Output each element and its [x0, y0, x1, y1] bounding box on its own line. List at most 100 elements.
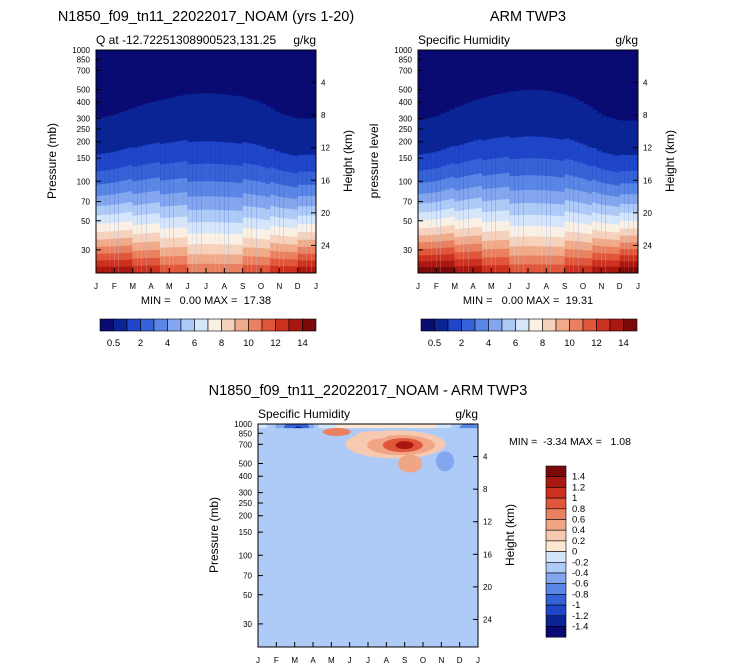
colorbar-box: [528, 318, 543, 332]
humidity-band: [123, 266, 129, 273]
colorbar-box: [167, 318, 182, 332]
colorbar-box: [126, 318, 141, 332]
humidity-band: [422, 267, 428, 273]
humidity-band: [256, 256, 262, 273]
humidity-band: [265, 257, 271, 273]
y2-tick-label: 24: [483, 615, 492, 624]
humidity-band: [463, 259, 470, 273]
humidity-band: [206, 263, 212, 273]
humidity-band: [633, 267, 638, 273]
humidity-band: [128, 259, 134, 273]
humidity-band: [573, 265, 580, 273]
colorbar-label: -0.6: [572, 579, 588, 590]
humidity-band: [431, 267, 437, 273]
humidity-band: [523, 264, 529, 273]
colorbar-difference: 1.41.210.80.60.40.20-0.2-0.4-0.6-0.8-1-1…: [545, 465, 588, 638]
panel-model-y2label: Height (km): [341, 130, 355, 192]
humidity-band: [482, 257, 488, 273]
humidity-band: [105, 260, 111, 273]
y-tick-label: 1000: [234, 420, 252, 429]
y2-tick-label: 8: [321, 111, 326, 120]
panel-model-title: N1850_f09_tn11_22022017_NOAM (yrs 1-20): [58, 9, 354, 25]
humidity-band: [518, 255, 525, 273]
x-tick-label: S: [562, 282, 567, 291]
colorbar-label: 10: [243, 338, 254, 349]
y-tick-label: 850: [77, 55, 91, 64]
x-tick-label: J: [526, 282, 530, 291]
y-tick-label: 300: [399, 115, 413, 124]
humidity-band: [560, 255, 566, 273]
y-tick-label: 400: [239, 472, 253, 481]
humidity-band: [219, 263, 225, 273]
x-tick-label: S: [402, 656, 407, 665]
y-tick-label: 700: [399, 66, 413, 75]
y2-tick-label: 20: [321, 209, 330, 218]
humidity-band: [528, 255, 534, 273]
humidity-band: [109, 266, 115, 273]
humidity-band: [450, 260, 456, 273]
x-tick-label: J: [508, 282, 512, 291]
colorbar-box: [194, 318, 209, 332]
y-tick-label: 200: [239, 512, 253, 521]
colorbar-box: [545, 487, 567, 499]
humidity-band: [463, 266, 470, 273]
colorbar-label: 2: [138, 338, 143, 349]
humidity-band: [482, 265, 488, 273]
humidity-band: [468, 259, 474, 273]
x-tick-label: M: [328, 656, 335, 665]
y2-tick-label: 16: [643, 176, 652, 185]
humidity-band: [123, 259, 129, 273]
colorbar-box: [113, 318, 128, 332]
panel-observed: ARM TWP3 Specific Humidity g/kg 30 50 70 10…: [367, 9, 677, 307]
x-tick-label: A: [222, 282, 228, 291]
colorbar-label: 0.8: [572, 504, 585, 515]
humidity-band: [610, 260, 616, 273]
x-tick-label: A: [470, 282, 476, 291]
humidity-band: [605, 266, 612, 273]
y2-tick-label: 24: [643, 241, 652, 250]
humidity-band: [178, 256, 184, 273]
humidity-band: [491, 265, 497, 273]
humidity-band: [509, 264, 515, 273]
colorbar-label: -1.2: [572, 611, 588, 622]
humidity-band: [206, 254, 212, 273]
humidity-band: [151, 257, 157, 273]
humidity-band: [109, 260, 115, 273]
y-tick-label: 70: [403, 198, 412, 207]
x-tick-label: F: [434, 282, 439, 291]
panel-observed-y2label: Height (km): [663, 130, 677, 192]
colorbar-box: [461, 318, 476, 332]
y2-tick-label: 4: [643, 79, 648, 88]
humidity-band: [583, 258, 589, 273]
humidity-band: [583, 265, 589, 273]
y-tick-label: 300: [239, 489, 253, 498]
humidity-band: [210, 254, 216, 273]
humidity-band: [233, 263, 239, 273]
y2-tick-label: 8: [483, 485, 488, 494]
humidity-band: [587, 265, 593, 273]
y-tick-label: 50: [243, 591, 252, 600]
humidity-band: [505, 265, 511, 273]
x-tick-label: O: [580, 282, 586, 291]
colorbar-box: [623, 318, 638, 332]
humidity-band: [610, 266, 616, 273]
colorbar-box: [207, 318, 222, 332]
humidity-band: [288, 266, 294, 273]
humidity-band: [251, 264, 258, 273]
colorbar-box: [153, 318, 168, 332]
humidity-band: [279, 266, 285, 273]
humidity-band: [569, 265, 575, 273]
humidity-band: [164, 256, 170, 273]
y-tick-label: 500: [399, 86, 413, 95]
moist-bias-core: [395, 441, 414, 450]
humidity-band: [578, 257, 584, 273]
y2-tick-label: 4: [483, 453, 488, 462]
colorbar-box: [569, 318, 584, 332]
colorbar-box: [420, 318, 435, 332]
x-tick-label: J: [636, 282, 640, 291]
y-tick-label: 400: [399, 98, 413, 107]
colorbar-label: 0: [572, 547, 577, 558]
humidity-band: [619, 267, 625, 273]
humidity-band: [297, 266, 303, 273]
colorbar-box: [545, 508, 567, 520]
